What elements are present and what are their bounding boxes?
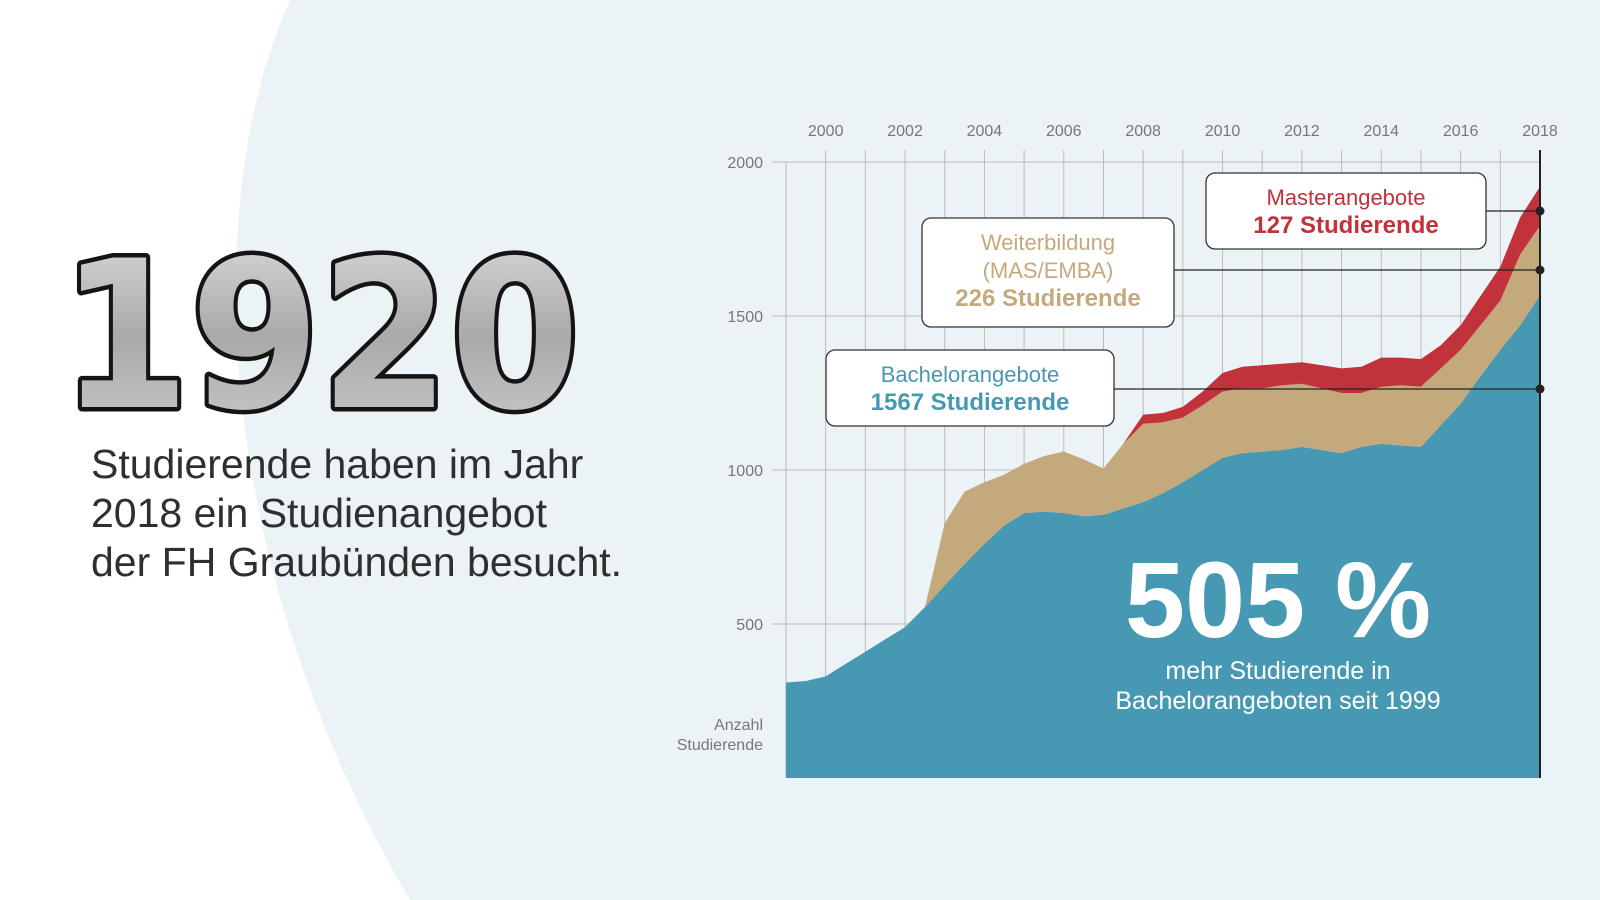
- x-tick-label: 2000: [808, 123, 844, 140]
- label-value: 1567 Studierende: [871, 389, 1070, 416]
- label-title: Masterangebote: [1267, 185, 1426, 210]
- label-box: [1205, 172, 1487, 250]
- area-weiterbildung-mas-emba: [786, 225, 1540, 683]
- callout-text-line2: Bachelorangeboten seit 1999: [1115, 687, 1440, 715]
- label-value: 226 Studierende: [955, 285, 1140, 312]
- x-tick-label: 2012: [1284, 123, 1320, 140]
- y-axis-title-line2: Studierende: [677, 737, 763, 754]
- x-tick-label: 2010: [1205, 123, 1241, 140]
- x-tick-label: 2016: [1443, 123, 1479, 140]
- percent-callout: 505 % mehr Studierende in Bachelorangebo…: [1115, 539, 1440, 715]
- label-value: 127 Studierende: [1253, 212, 1438, 239]
- y-tick-label: 2000: [727, 155, 763, 172]
- x-tick-label: 2008: [1125, 123, 1161, 140]
- label-leader-dot: [1535, 265, 1545, 275]
- headline-subtitle: Studierende haben im Jahr 2018 ein Studi…: [91, 441, 623, 585]
- y-tick-label: 1000: [727, 463, 763, 480]
- label-title: (MAS/EMBA): [983, 258, 1114, 283]
- y-axis-title-line1: Anzahl: [714, 717, 763, 734]
- label-leader-dot: [1535, 384, 1545, 394]
- x-tick-label: 2014: [1363, 123, 1399, 140]
- chart-axes: Anzahl Studierende 2000 2002 2004 2006 2008 2…: [677, 123, 1558, 754]
- x-tick-label: 2018: [1522, 123, 1558, 140]
- label-box: [825, 349, 1115, 427]
- headline-number-text: 1920: [60, 225, 580, 435]
- label-weiterbildung-mas-emba: Weiterbildung (MAS/EMBA)226 Studierende: [921, 217, 1545, 328]
- headline-number: 1920: [56, 225, 585, 435]
- callout-percent: 505 %: [1125, 539, 1431, 660]
- x-tick-label: 2002: [887, 123, 923, 140]
- label-title: Bachelorangebote: [881, 362, 1060, 387]
- chart-areas: [786, 150, 1541, 778]
- label-box: [921, 217, 1175, 328]
- y-tick-label: 1500: [727, 309, 763, 326]
- label-title: Weiterbildung: [981, 230, 1115, 255]
- callout-text-line1: mehr Studierende in: [1165, 657, 1390, 685]
- y-tick-label: 500: [736, 617, 763, 634]
- area-bachelorangebote: [786, 295, 1540, 778]
- x-tick-label: 2006: [1046, 123, 1082, 140]
- label-leader-dot: [1535, 206, 1545, 216]
- x-tick-label: 2004: [967, 123, 1003, 140]
